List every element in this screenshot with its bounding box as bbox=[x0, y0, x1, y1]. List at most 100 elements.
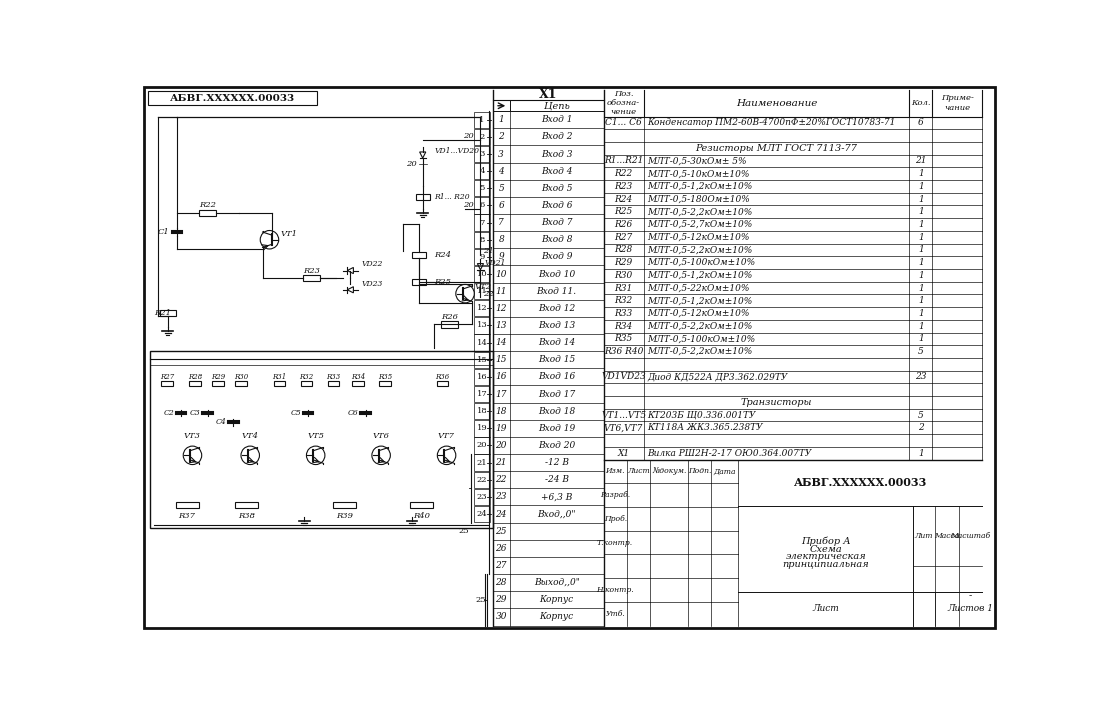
Text: МЛТ-0,5-2,2кОм±10%: МЛТ-0,5-2,2кОм±10% bbox=[648, 207, 753, 217]
Text: Цепь: Цепь bbox=[543, 101, 570, 110]
Text: VD1...VD20: VD1...VD20 bbox=[434, 147, 479, 155]
Text: 23: 23 bbox=[915, 372, 927, 382]
Text: МЛТ-0,5-2,7кОм±10%: МЛТ-0,5-2,7кОм±10% bbox=[648, 220, 753, 229]
Text: R35: R35 bbox=[378, 373, 392, 381]
Bar bbox=[273, 381, 286, 387]
Text: 1: 1 bbox=[918, 246, 923, 254]
Text: 1: 1 bbox=[918, 182, 923, 191]
Text: 22: 22 bbox=[483, 290, 493, 297]
Text: R34: R34 bbox=[351, 373, 366, 381]
Text: МЛТ-0,5-12кОм±10%: МЛТ-0,5-12кОм±10% bbox=[648, 233, 750, 241]
Text: Т.контр.: Т.контр. bbox=[597, 539, 633, 547]
Bar bbox=[176, 502, 199, 508]
Text: VT3: VT3 bbox=[184, 432, 201, 440]
Text: 20: 20 bbox=[406, 160, 417, 169]
Text: R25: R25 bbox=[614, 207, 633, 217]
Bar bbox=[474, 232, 490, 248]
Text: МЛТ-0,5-22кОм±10%: МЛТ-0,5-22кОм±10% bbox=[648, 283, 750, 292]
Bar bbox=[412, 279, 426, 285]
Text: 1: 1 bbox=[918, 283, 923, 292]
Text: R36 R40: R36 R40 bbox=[604, 347, 643, 356]
Text: 20: 20 bbox=[496, 441, 507, 450]
Text: Вход 10: Вход 10 bbox=[538, 270, 575, 278]
Text: Прибор А: Прибор А bbox=[801, 537, 851, 546]
Text: VT7: VT7 bbox=[438, 432, 456, 440]
Text: 6: 6 bbox=[918, 118, 923, 127]
Text: 13: 13 bbox=[496, 321, 507, 330]
Text: Листов 1: Листов 1 bbox=[948, 604, 993, 613]
Text: 1: 1 bbox=[918, 169, 923, 178]
Text: Вилка РШ2Н-2-17 ОЮ0.364.007ТУ: Вилка РШ2Н-2-17 ОЮ0.364.007ТУ bbox=[648, 449, 812, 457]
Text: 29: 29 bbox=[496, 595, 507, 605]
Bar bbox=[148, 91, 318, 105]
Bar bbox=[412, 252, 426, 258]
Text: Вход 11.: Вход 11. bbox=[537, 287, 577, 296]
Bar bbox=[150, 351, 493, 528]
Text: 5: 5 bbox=[479, 184, 484, 193]
Text: Вход 3: Вход 3 bbox=[541, 149, 572, 159]
Text: Вход 12: Вход 12 bbox=[538, 304, 575, 313]
Text: 10: 10 bbox=[496, 270, 507, 278]
Text: 1: 1 bbox=[918, 449, 923, 457]
Text: КТ118А ЖК3.365.238ТУ: КТ118А ЖК3.365.238ТУ bbox=[648, 423, 763, 433]
Bar bbox=[303, 275, 320, 281]
Text: R33: R33 bbox=[614, 309, 633, 318]
Text: МЛТ-0,5-100кОм±10%: МЛТ-0,5-100кОм±10% bbox=[648, 334, 755, 343]
Text: МЛТ-0,5-2,2кОм±10%: МЛТ-0,5-2,2кОм±10% bbox=[648, 246, 753, 254]
Text: 5: 5 bbox=[918, 347, 923, 356]
Text: Резисторы МЛТ ГОСТ 7113-77: Резисторы МЛТ ГОСТ 7113-77 bbox=[695, 144, 858, 153]
Text: 14: 14 bbox=[496, 338, 507, 347]
Text: 24: 24 bbox=[496, 510, 507, 518]
Text: 21: 21 bbox=[477, 459, 488, 467]
Text: VD23: VD23 bbox=[362, 280, 383, 287]
Text: 2: 2 bbox=[918, 423, 923, 433]
Bar bbox=[474, 215, 490, 231]
Bar bbox=[474, 249, 490, 265]
Text: R21: R21 bbox=[154, 309, 171, 317]
Text: 19: 19 bbox=[477, 424, 488, 433]
Text: Диод КД522А ДР3.362.029ТУ: Диод КД522А ДР3.362.029ТУ bbox=[648, 372, 788, 382]
Text: 23: 23 bbox=[477, 493, 488, 501]
Bar bbox=[474, 369, 490, 385]
Text: 8: 8 bbox=[479, 236, 484, 244]
Text: Вход 4: Вход 4 bbox=[541, 166, 572, 176]
Text: R34: R34 bbox=[614, 321, 633, 331]
Text: принципиальная: принципиальная bbox=[782, 560, 869, 569]
Text: VT1: VT1 bbox=[281, 229, 298, 238]
Text: 1: 1 bbox=[918, 309, 923, 318]
Text: R27: R27 bbox=[160, 373, 174, 381]
Text: Вход 6: Вход 6 bbox=[541, 201, 572, 210]
Text: 5: 5 bbox=[499, 184, 504, 193]
Text: -: - bbox=[969, 591, 972, 600]
Text: 19: 19 bbox=[496, 424, 507, 433]
Bar bbox=[352, 381, 363, 387]
Text: 12: 12 bbox=[477, 304, 488, 312]
Bar bbox=[474, 352, 490, 368]
Text: Масса: Масса bbox=[934, 532, 959, 540]
Text: МЛТ-0,5-12кОм±10%: МЛТ-0,5-12кОм±10% bbox=[648, 309, 750, 318]
Text: R30: R30 bbox=[233, 373, 248, 381]
Text: R32: R32 bbox=[299, 373, 313, 381]
Text: 1: 1 bbox=[918, 207, 923, 217]
Text: 21: 21 bbox=[915, 156, 927, 166]
Text: 1: 1 bbox=[479, 115, 484, 124]
Text: 6: 6 bbox=[499, 201, 504, 210]
Text: 1: 1 bbox=[499, 115, 504, 124]
Text: R36: R36 bbox=[436, 373, 450, 381]
Text: электрическая: электрическая bbox=[785, 552, 867, 561]
Text: 7: 7 bbox=[479, 219, 484, 227]
Text: 5: 5 bbox=[918, 411, 923, 420]
Text: МЛТ-0,5-30кОм± 5%: МЛТ-0,5-30кОм± 5% bbox=[648, 156, 747, 166]
Text: Наименование: Наименование bbox=[735, 98, 818, 108]
Text: VT6,VT7: VT6,VT7 bbox=[604, 423, 643, 433]
Text: R26: R26 bbox=[441, 313, 458, 321]
Text: R23: R23 bbox=[303, 266, 320, 275]
Bar bbox=[474, 403, 490, 419]
Bar bbox=[474, 129, 490, 145]
Text: R37: R37 bbox=[179, 512, 196, 520]
Bar bbox=[161, 381, 173, 387]
Bar bbox=[474, 146, 490, 162]
Text: X1: X1 bbox=[618, 449, 630, 457]
Bar bbox=[441, 321, 458, 328]
Bar bbox=[474, 198, 490, 214]
